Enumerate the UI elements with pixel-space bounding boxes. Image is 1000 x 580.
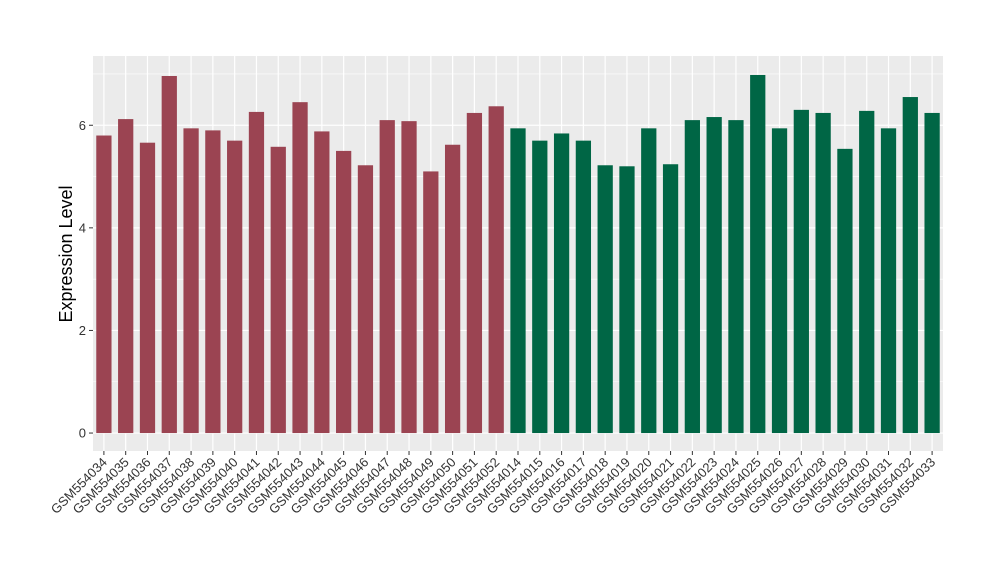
y-axis-title: Expression Level <box>56 185 76 322</box>
bar-GSM554018 <box>597 165 613 434</box>
bar-GSM554027 <box>793 109 809 434</box>
bar-GSM554021 <box>662 164 679 434</box>
bar-GSM554015 <box>532 140 548 434</box>
bar-GSM554020 <box>641 128 657 434</box>
bar-GSM554036 <box>139 142 156 434</box>
y-tick-label: 6 <box>79 118 86 133</box>
bar-GSM554031 <box>880 128 897 434</box>
bar-GSM554030 <box>859 110 875 434</box>
bar-GSM554025 <box>750 74 766 434</box>
bar-GSM554047 <box>379 120 395 434</box>
bar-GSM554042 <box>270 146 286 434</box>
bar-GSM554037 <box>161 76 177 434</box>
bar-GSM554014 <box>510 128 526 434</box>
bar-GSM554026 <box>771 128 788 434</box>
bar-GSM554023 <box>706 117 722 434</box>
bar-GSM554022 <box>684 120 700 434</box>
bar-GSM554017 <box>575 140 592 434</box>
bar-GSM554016 <box>553 133 570 434</box>
bar-GSM554049 <box>423 171 439 434</box>
bar-GSM554046 <box>357 165 374 434</box>
bar-GSM554045 <box>336 150 352 434</box>
bar-GSM554035 <box>118 119 134 434</box>
bar-GSM554038 <box>183 128 199 434</box>
y-axis: 0 2 4 6 <box>79 118 93 441</box>
bar-GSM554040 <box>227 140 243 434</box>
bar-GSM554041 <box>248 111 265 434</box>
bar-GSM554051 <box>466 112 483 434</box>
y-tick-label: 2 <box>79 323 86 338</box>
bar-GSM554028 <box>815 112 831 434</box>
bar-GSM554044 <box>314 131 330 434</box>
bar-GSM554034 <box>96 135 112 434</box>
bars <box>96 74 940 434</box>
bar-GSM554043 <box>292 102 308 434</box>
bar-GSM554048 <box>401 121 417 434</box>
y-tick-label: 4 <box>79 220 86 235</box>
x-axis: GSM554034GSM554035GSM554036GSM554037GSM5… <box>48 451 938 517</box>
bar-GSM554039 <box>205 130 221 434</box>
y-tick-label: 0 <box>79 426 86 441</box>
bar-GSM554024 <box>728 120 744 434</box>
bar-GSM554029 <box>837 148 853 434</box>
bar-GSM554052 <box>488 106 504 434</box>
bar-GSM554019 <box>619 166 635 434</box>
bar-GSM554032 <box>902 97 918 434</box>
bar-GSM554050 <box>444 144 461 434</box>
bar-GSM554033 <box>924 112 940 434</box>
